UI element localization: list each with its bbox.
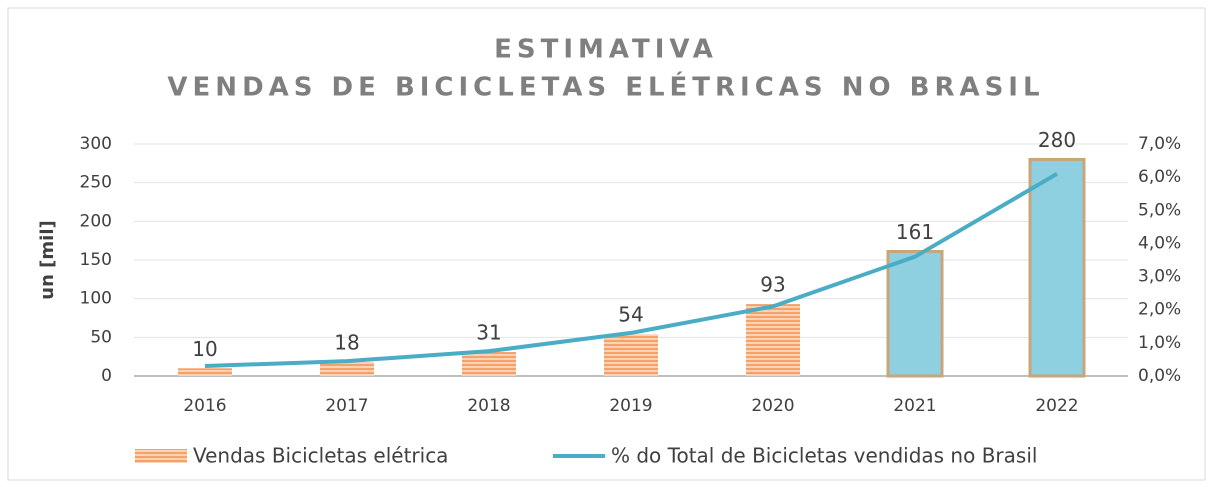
data-label: 161: [896, 220, 934, 244]
y2-tick-label: 0,0%: [1138, 366, 1181, 386]
bar: [178, 368, 232, 376]
chart-title: ESTIMATIVA: [494, 35, 718, 65]
data-label: 280: [1038, 128, 1076, 152]
y2-tick-label: 6,0%: [1138, 167, 1181, 187]
y2-tick-label: 3,0%: [1138, 267, 1181, 287]
chart-subtitle: VENDAS DE BICICLETAS ELÉTRICAS NO BRASIL: [167, 71, 1044, 103]
x-tick-label: 2019: [609, 396, 652, 416]
chart-border: [7, 7, 1206, 481]
bar: [746, 304, 800, 376]
legend-label: Vendas Bicicletas elétrica: [193, 444, 448, 468]
y-tick-label: 200: [80, 211, 112, 231]
data-label: 54: [618, 303, 643, 327]
y2-tick-label: 7,0%: [1138, 134, 1181, 154]
x-tick-label: 2018: [467, 396, 510, 416]
x-tick-label: 2022: [1035, 396, 1078, 416]
bar: [604, 334, 658, 376]
x-tick-label: 2016: [183, 396, 226, 416]
y-tick-label: 100: [80, 289, 112, 309]
y2-tick-label: 1,0%: [1138, 333, 1181, 353]
y-axis-label: un [mil]: [37, 220, 58, 299]
bar: [320, 362, 374, 376]
bar: [886, 249, 944, 378]
y2-tick-label: 4,0%: [1138, 233, 1181, 253]
x-tick-label: 2017: [325, 396, 368, 416]
y-tick-label: 150: [80, 250, 112, 270]
y-tick-label: 300: [80, 134, 112, 154]
y-tick-label: 0: [101, 366, 112, 386]
bar: [462, 352, 516, 376]
data-label: 93: [760, 273, 785, 297]
data-label: 31: [476, 321, 501, 345]
y-tick-label: 50: [90, 327, 112, 347]
legend-swatch: [135, 449, 187, 463]
x-tick-label: 2020: [751, 396, 794, 416]
legend-label: % do Total de Bicicletas vendidas no Bra…: [611, 444, 1037, 468]
data-label: 18: [334, 331, 359, 355]
line: [204, 172, 1059, 369]
x-tick-label: 2021: [893, 396, 936, 416]
y2-tick-label: 5,0%: [1138, 200, 1181, 220]
y2-tick-label: 2,0%: [1138, 300, 1181, 320]
bar: [1028, 157, 1086, 378]
data-label: 10: [192, 337, 217, 361]
y-tick-label: 250: [80, 173, 112, 193]
